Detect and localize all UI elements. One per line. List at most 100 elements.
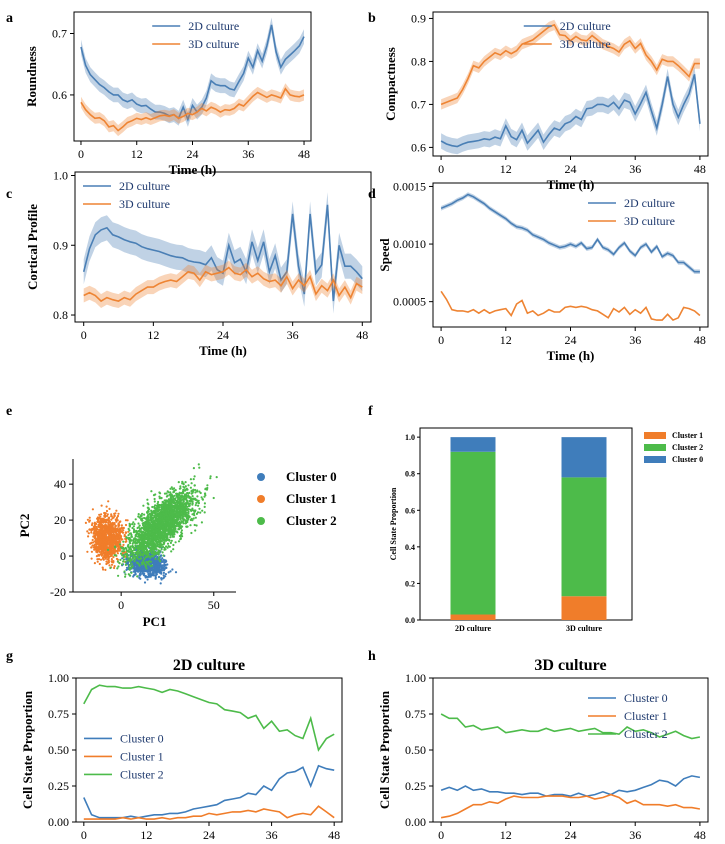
scatter-point <box>161 532 164 535</box>
scatter-point <box>162 507 165 510</box>
scatter-point <box>196 489 199 492</box>
legend-marker <box>257 495 265 503</box>
scatter-point <box>105 554 108 558</box>
y-axis-label: Cell State Proportion <box>20 690 35 809</box>
scatter-point <box>162 571 165 575</box>
scatter-point <box>96 540 99 543</box>
scatter-point <box>193 484 196 487</box>
scatter-point <box>166 542 170 545</box>
scatter-point <box>143 534 146 537</box>
x-tick-label: 48 <box>356 328 368 342</box>
scatter-point <box>109 566 112 570</box>
scatter-point <box>136 568 139 571</box>
scatter-point <box>155 528 158 531</box>
scatter-point <box>173 525 176 528</box>
scatter-point <box>149 560 152 563</box>
scatter-point <box>145 560 148 563</box>
scatter-point <box>177 481 180 484</box>
scatter-point <box>158 497 161 500</box>
scatter-point <box>115 540 119 543</box>
scatter-point <box>134 572 137 576</box>
y-tick-label: 0.8 <box>411 54 426 68</box>
y-tick-label: 0.4 <box>405 543 415 552</box>
scatter-point <box>153 551 156 554</box>
scatter-point <box>172 520 175 523</box>
scatter-point <box>146 521 149 524</box>
scatter-point <box>96 517 99 520</box>
scatter-point <box>153 512 157 515</box>
scatter-point <box>171 514 175 517</box>
scatter-point <box>184 519 188 522</box>
scatter-point <box>134 567 137 570</box>
scatter-point <box>161 535 164 539</box>
scatter-point <box>140 544 143 547</box>
series-line-cluster-2 <box>440 713 701 740</box>
chart-title: 2D culture <box>173 657 245 674</box>
scatter-point <box>90 529 93 532</box>
x-tick-label: 12 <box>500 333 512 347</box>
x-tick-label: 24 <box>565 828 577 839</box>
y-tick-label: 0.50 <box>405 743 426 757</box>
scatter-point <box>183 486 186 489</box>
scatter-point <box>95 522 98 526</box>
scatter-point <box>151 541 154 544</box>
scatter-point <box>111 534 114 538</box>
panel-g: g0.000.250.500.751.00012243648Time (h)Ce… <box>6 649 343 844</box>
legend-label: 3D culture <box>119 197 170 211</box>
panel-letter-g: g <box>6 649 13 664</box>
scatter-point <box>209 475 212 478</box>
scatter-point <box>100 513 103 516</box>
scatter-point <box>175 503 178 506</box>
x-tick-label: 12 <box>500 828 512 839</box>
scatter-point <box>146 578 149 581</box>
scatter-point <box>119 531 122 534</box>
y-tick-label: 40 <box>54 477 66 491</box>
scatter-point <box>101 553 104 556</box>
scatter-point <box>203 511 206 514</box>
scatter-point <box>166 563 169 566</box>
x-tick-label: 0 <box>81 828 87 839</box>
scatter-point <box>108 526 111 529</box>
scatter-point <box>168 513 171 517</box>
scatter-point <box>98 513 101 516</box>
scatter-point <box>158 533 161 536</box>
scatter-point <box>122 555 125 559</box>
scatter-point <box>180 510 183 514</box>
scatter-point <box>168 522 171 526</box>
y-tick-label: 0.75 <box>405 707 426 721</box>
scatter-point <box>181 491 184 494</box>
scatter-point <box>171 515 174 519</box>
panel-a: a 0.6 0.7 0 12 24 36 48 Time (h) Roundness 2D cult… <box>6 11 312 177</box>
scatter-point <box>88 516 91 519</box>
scatter-point <box>141 541 144 544</box>
scatter-point <box>157 539 161 542</box>
legend-label: 3D culture <box>560 37 611 51</box>
scatter-point <box>118 562 121 565</box>
legend-label: Cluster 2 <box>624 727 668 741</box>
scatter-point <box>152 534 155 538</box>
scatter-point <box>105 539 108 542</box>
scatter-point <box>149 572 152 575</box>
scatter-point <box>149 543 152 547</box>
scatter-point <box>114 546 117 549</box>
scatter-point <box>102 526 105 529</box>
scatter-point <box>178 493 181 497</box>
scatter-point <box>113 566 116 570</box>
scatter-point <box>138 516 141 519</box>
scatter-point <box>203 502 206 505</box>
scatter-point <box>187 518 190 521</box>
scatter-point <box>119 543 122 546</box>
x-tick-label: 0 <box>438 333 444 347</box>
y-axis-label: Roundness <box>24 46 39 107</box>
scatter-point <box>132 531 135 534</box>
legend-label: Cluster 1 <box>624 709 668 723</box>
scatter-point <box>179 517 182 520</box>
y-axis-label: Speed <box>377 238 392 272</box>
scatter-point <box>206 484 209 487</box>
scatter-point <box>147 563 150 566</box>
scatter-point <box>98 547 101 550</box>
scatter-point <box>139 514 142 517</box>
scatter-point <box>131 526 134 530</box>
scatter-point <box>157 553 160 556</box>
